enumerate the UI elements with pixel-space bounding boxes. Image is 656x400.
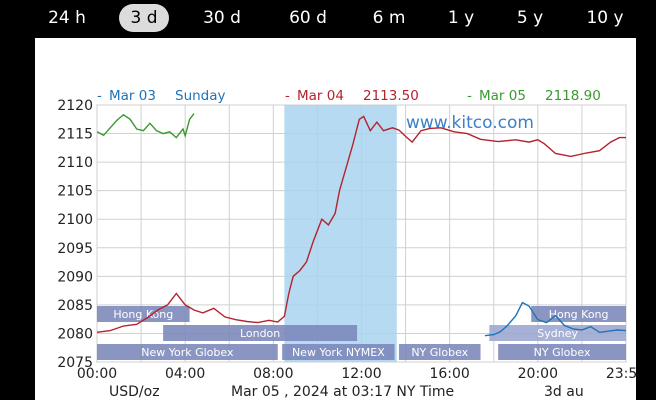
session-bar <box>97 344 278 360</box>
x-tick-label: 20:00 <box>518 366 558 382</box>
x-tick-label: 00:00 <box>77 366 117 382</box>
session-bar <box>498 344 626 360</box>
y-tick-label: 2085 <box>57 298 93 314</box>
y-tick-label: 2115 <box>57 127 93 143</box>
legend-date: Mar 04 <box>297 88 344 104</box>
series-line-mar-03 <box>484 301 627 337</box>
legend-value: Sunday <box>175 88 226 104</box>
x-axis-ticks: 00:00 04:00 08:00 12:00 16:00 20:00 23:59 <box>77 366 636 382</box>
session-bar <box>163 325 358 341</box>
y-tick-label: 2080 <box>57 326 93 342</box>
legend-date: Mar 05 <box>479 88 526 104</box>
y-tick-label: 2095 <box>57 241 93 257</box>
y-tick-label: 2120 <box>57 98 93 114</box>
x-tick-label: 04:00 <box>165 366 205 382</box>
x-tick-label: 12:00 <box>341 366 381 382</box>
session-bar <box>531 306 626 322</box>
y-axis-ticks: 2120 2115 2110 2105 2100 2095 2090 2085 2080 2075 <box>57 98 93 371</box>
series-line-mar-05 <box>96 113 195 139</box>
y-tick-label: 2090 <box>57 269 93 285</box>
tab-5y[interactable]: 5 y <box>516 8 544 28</box>
series-lines <box>96 113 627 337</box>
market-sessions: Hong Kong Hong Kong London Sydney New York G… <box>97 306 626 360</box>
session-label: NY Globex <box>534 346 591 359</box>
tab-3d[interactable]: 3 d <box>119 4 169 32</box>
session-bar <box>398 344 481 360</box>
y-tick-label: 2110 <box>57 155 93 171</box>
legend-date: Mar 03 <box>109 88 156 104</box>
session-label: New York Globex <box>141 346 234 359</box>
tab-1y[interactable]: 1 y <box>447 8 475 28</box>
session-bar <box>282 344 395 360</box>
y-tick-label: 2075 <box>57 355 93 371</box>
tab-10y[interactable]: 10 y <box>586 8 624 28</box>
x-tick-label: 23:59 <box>606 366 636 382</box>
legend-value: 2118.90 <box>545 88 601 104</box>
x-tick-label: 08:00 <box>253 366 293 382</box>
range-label: 3d au <box>544 384 584 400</box>
y-tick-label: 2105 <box>57 184 93 200</box>
session-label: New York NYMEX <box>292 346 385 359</box>
legend-value: 2113.50 <box>363 88 419 104</box>
session-label: London <box>240 327 280 340</box>
chart-legend: - Mar 03 Sunday - Mar 04 2113.50- Mar 05 2118.9… <box>97 88 601 104</box>
timeframe-tabs: 24 h 3 d 30 d 60 d 6 m 1 y 5 y 10 y <box>0 0 656 36</box>
tab-60d[interactable]: 60 d <box>289 8 327 28</box>
legend-marker: - <box>285 88 290 104</box>
tab-6m[interactable]: 6 m <box>372 8 406 28</box>
legend-marker: - <box>467 88 472 104</box>
session-label: Sydney <box>537 327 578 340</box>
session-label: NY Globex <box>411 346 468 359</box>
session-bar <box>489 325 626 341</box>
y-tick-label: 2100 <box>57 212 93 228</box>
tab-24h[interactable]: 24 h <box>48 8 86 28</box>
session-label: Hong Kong <box>113 308 173 321</box>
tab-30d[interactable]: 30 d <box>203 8 241 28</box>
timestamp-label: Mar 05 , 2024 at 03:17 NY Time <box>231 384 454 400</box>
session-bar <box>97 306 190 322</box>
chart-panel: www.kitco.com Hong Kong Hong Kong London Sy… <box>35 38 636 400</box>
series-line-mar-04 <box>96 115 626 333</box>
session-label: Hong Kong <box>549 308 609 321</box>
x-tick-label: 16:00 <box>429 366 469 382</box>
legend-marker: - <box>97 88 102 104</box>
unit-label: USD/oz <box>109 384 160 400</box>
nymex-highlight-band <box>284 105 397 362</box>
